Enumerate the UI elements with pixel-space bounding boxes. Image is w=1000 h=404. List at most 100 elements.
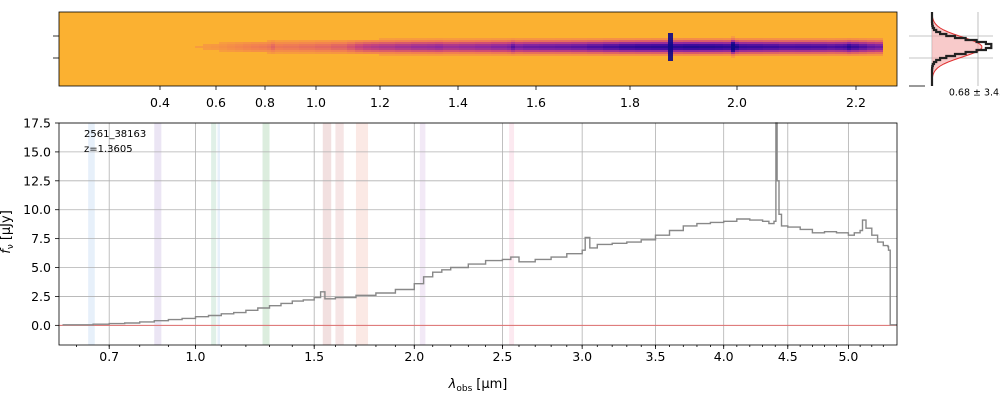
spectrum-2d-pixel bbox=[623, 46, 627, 48]
spectrum-2d-pixel bbox=[219, 48, 223, 50]
spectrum-2d-pixel bbox=[383, 46, 387, 48]
spectrum-2d-pixel bbox=[847, 38, 851, 40]
spectrum-2d-pixel bbox=[363, 46, 367, 48]
spectrum-2d-pixel bbox=[275, 44, 279, 46]
spectrum-2d-pixel bbox=[399, 54, 403, 56]
spectrum-2d-pixel bbox=[707, 50, 711, 52]
spectrum-2d-pixel bbox=[275, 42, 279, 44]
spectrum-2d-pixel bbox=[571, 38, 575, 40]
spectrum-2d-pixel bbox=[339, 44, 343, 46]
spectrum-2d-pixel bbox=[755, 52, 759, 54]
spectrum-2d-pixel bbox=[495, 42, 499, 44]
spectrum-2d-pixel bbox=[587, 54, 591, 56]
spectrum-2d-pixel bbox=[775, 52, 779, 54]
spectrum-2d-pixel bbox=[459, 42, 463, 44]
spectrum-2d-pixel bbox=[635, 46, 639, 48]
spectrum-2d-pixel bbox=[683, 38, 687, 40]
spectrum-2d-pixel bbox=[295, 44, 299, 46]
spectrum-2d-pixel bbox=[651, 46, 655, 48]
spectrum-2d-pixel bbox=[875, 54, 879, 56]
spectrum-2d-pixel bbox=[419, 42, 423, 44]
spectrum-2d-pixel bbox=[227, 50, 231, 52]
spectrum-2d-pixel bbox=[467, 38, 471, 40]
spectrum-2d-pixel bbox=[731, 52, 735, 54]
spectrum-2d-pixel bbox=[211, 48, 215, 50]
spectrum-2d-pixel bbox=[287, 50, 291, 52]
spectrum-2d-pixel bbox=[683, 54, 687, 56]
spectrum-2d-pixel bbox=[631, 44, 635, 46]
spectrum-2d-pixel bbox=[507, 40, 511, 42]
spectrum-2d-pixel bbox=[479, 40, 483, 42]
spectrum-2d-pixel bbox=[243, 50, 247, 52]
spectrum-2d-image bbox=[195, 33, 883, 61]
spectrum-2d-pixel bbox=[479, 42, 483, 44]
x-tick-label: 4.0 bbox=[714, 349, 734, 364]
spectrum-2d-pixel bbox=[867, 52, 871, 54]
spectrum-2d-pixel bbox=[695, 42, 699, 44]
spectrum-2d-pixel bbox=[503, 40, 507, 42]
spectrum-2d-pixel bbox=[763, 48, 767, 50]
spectrum-2d-pixel bbox=[739, 42, 743, 44]
spectrum-2d-pixel bbox=[555, 46, 559, 48]
spectrum-2d-pixel bbox=[459, 44, 463, 46]
spectrum-2d-pixel bbox=[799, 48, 803, 50]
spectrum-2d-pixel bbox=[591, 38, 595, 40]
spectrum-2d-pixel bbox=[291, 40, 295, 42]
spectrum-2d-pixel bbox=[623, 54, 627, 56]
spectrum-2d-pixel bbox=[611, 52, 615, 54]
spectrum-2d-pixel bbox=[627, 52, 631, 54]
spectrum-2d-pixel bbox=[839, 40, 843, 42]
spectrum-2d-pixel bbox=[831, 52, 835, 54]
spectrum-2d-pixel bbox=[375, 50, 379, 52]
spectrum-2d-pixel bbox=[427, 48, 431, 50]
spectrum-2d-pixel bbox=[587, 44, 591, 46]
spectrum-2d-pixel bbox=[703, 38, 707, 40]
spectrum-2d-pixel bbox=[395, 50, 399, 52]
spectrum-2d-pixel bbox=[643, 40, 647, 42]
spectrum-2d-pixel bbox=[483, 46, 487, 48]
spectrum-2d-pixel bbox=[307, 46, 311, 48]
spectrum-2d-pixel bbox=[551, 50, 555, 52]
spectrum-2d-pixel bbox=[867, 44, 871, 46]
spectrum-2d-pixel bbox=[295, 48, 299, 50]
spectrum-2d-pixel bbox=[831, 44, 835, 46]
plot-frame bbox=[58, 122, 898, 346]
spectrum-2d-pixel bbox=[807, 54, 811, 56]
spectrum-2d-pixel bbox=[655, 54, 659, 56]
spectrum-2d-pixel bbox=[587, 38, 591, 40]
spectrum-2d-pixel bbox=[743, 52, 747, 54]
spectrum-2d-pixel bbox=[779, 50, 783, 52]
spectrum-2d-pixel bbox=[575, 40, 579, 42]
spectrum-2d-pixel bbox=[791, 44, 795, 46]
spectrum-2d-pixel bbox=[807, 46, 811, 48]
spectrum-2d-pixel bbox=[687, 52, 691, 54]
spectrum-2d-pixel bbox=[587, 40, 591, 42]
spectrum-2d-pixel bbox=[291, 48, 295, 50]
spectrum-2d-pixel bbox=[431, 48, 435, 50]
spectrum-2d-pixel bbox=[543, 46, 547, 48]
spectrum-2d-pixel bbox=[419, 44, 423, 46]
spectrum-2d-pixel bbox=[703, 44, 707, 46]
spectrum-2d-pixel bbox=[747, 44, 751, 46]
spectrum-2d-pixel bbox=[327, 50, 331, 52]
spectrum-2d-pixel bbox=[251, 44, 255, 46]
spectrum-2d-pixel bbox=[839, 48, 843, 50]
spectrum-2d-pixel bbox=[615, 44, 619, 46]
spectrum-2d-pixel bbox=[843, 52, 847, 54]
spectrum-2d-pixel bbox=[531, 50, 535, 52]
spectrum-2d-pixel bbox=[343, 50, 347, 52]
spectrum-2d-pixel bbox=[583, 48, 587, 50]
spectrum-2d-pixel bbox=[291, 50, 295, 52]
spectrum-2d-pixel bbox=[871, 42, 875, 44]
spectrum-2d-pixel bbox=[835, 52, 839, 54]
spectrum-2d-pixel bbox=[715, 48, 719, 50]
spectrum-2d-pixel bbox=[611, 46, 615, 48]
spectrum-2d-pixel bbox=[635, 44, 639, 46]
spectrum-2d-pixel bbox=[839, 42, 843, 44]
spectrum-2d-pixel bbox=[203, 48, 207, 50]
spectrum-2d-pixel bbox=[867, 46, 871, 48]
spectrum-2d-pixel bbox=[335, 52, 339, 54]
spectrum-2d-pixel bbox=[791, 52, 795, 54]
spectrum-2d-pixel bbox=[359, 50, 363, 52]
spectrum-2d-pixel bbox=[491, 44, 495, 46]
